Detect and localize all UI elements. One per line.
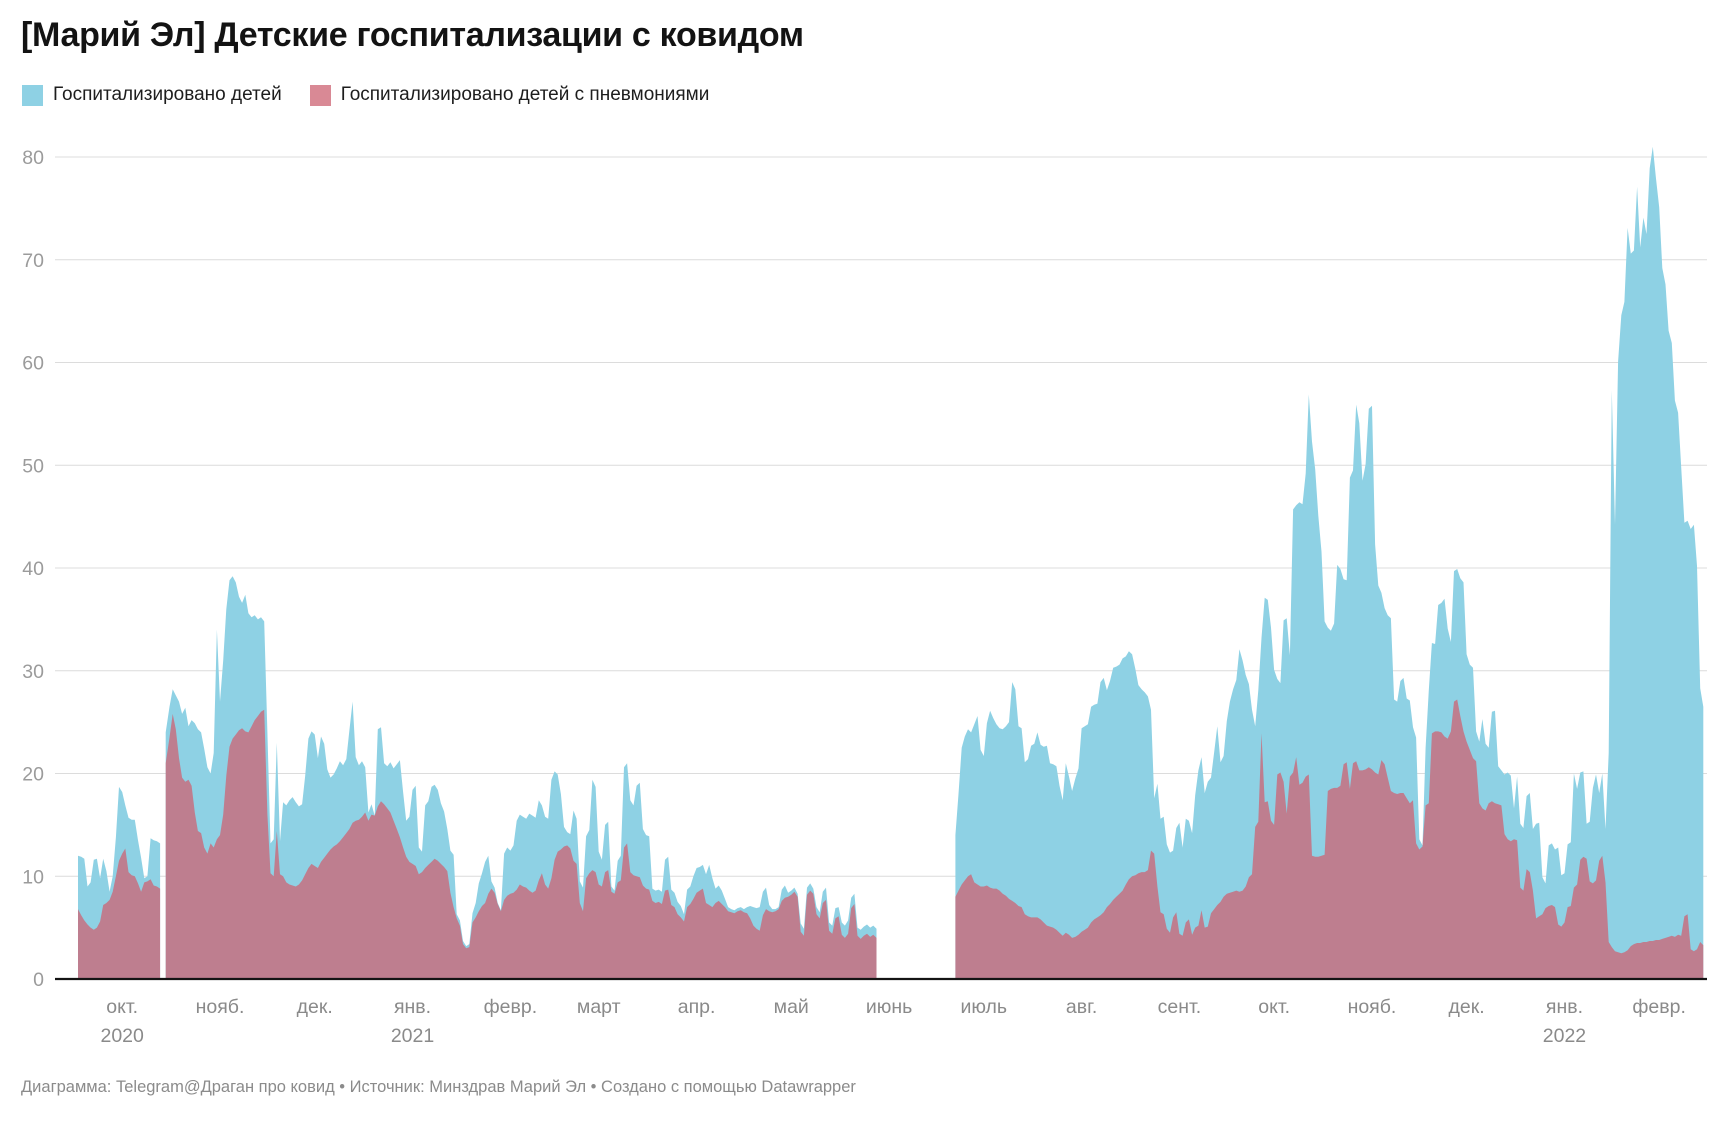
x-tick-month-label: дек. [1449, 996, 1485, 1018]
x-tick-month-label: сент. [1158, 996, 1202, 1018]
x-tick-month-label: окт. [106, 996, 138, 1018]
x-tick-month-label: янв. [394, 996, 431, 1018]
page-title: [Марий Эл] Детские госпитализации с кови… [21, 16, 804, 54]
x-tick-year-label: 2021 [391, 1025, 434, 1047]
y-tick-label: 50 [22, 455, 44, 477]
x-tick-month-label: май [774, 996, 809, 1018]
x-tick-month-label: февр. [484, 996, 538, 1018]
x-tick-month-label: янв. [1546, 996, 1583, 1018]
legend-label-hospitalized: Госпитализировано детей [53, 84, 282, 105]
y-tick-label: 10 [22, 866, 44, 888]
x-tick-month-label: июнь [866, 996, 912, 1018]
x-tick-year-label: 2020 [100, 1025, 144, 1047]
chart-footer-attribution: Диаграмма: Telegram@Драган про ковид • И… [21, 1078, 856, 1096]
y-tick-label: 70 [22, 250, 44, 272]
y-tick-label: 30 [22, 661, 44, 683]
y-tick-label: 0 [33, 969, 44, 991]
x-tick-year-label: 2022 [1543, 1025, 1586, 1047]
x-tick-month-label: апр. [678, 996, 716, 1018]
legend-item-pneumonia: Госпитализировано детей с пневмониями [309, 84, 710, 106]
legend-item-hospitalized: Госпитализировано детей [22, 84, 282, 106]
legend-swatch-hospitalized-icon [22, 84, 43, 106]
legend-swatch-pneumonia-icon [309, 84, 331, 106]
x-tick-month-label: февр. [1632, 996, 1686, 1018]
series-pneumonia-area [78, 699, 1704, 979]
x-tick-month-label: нояб. [1348, 996, 1397, 1018]
y-tick-label: 20 [22, 764, 44, 786]
x-tick-month-label: июль [960, 996, 1007, 1018]
x-tick-month-label: март [577, 996, 621, 1018]
y-tick-label: 60 [22, 353, 44, 375]
legend: Госпитализировано детей Госпитализирован… [22, 84, 709, 106]
x-tick-month-label: окт. [1258, 996, 1290, 1018]
x-tick-month-label: авг. [1066, 996, 1097, 1018]
x-tick-month-label: нояб. [196, 996, 245, 1018]
y-tick-label: 80 [22, 147, 44, 169]
y-tick-label: 40 [22, 558, 44, 580]
x-tick-month-label: дек. [297, 996, 333, 1018]
legend-label-pneumonia: Госпитализировано детей с пневмониями [340, 84, 710, 105]
